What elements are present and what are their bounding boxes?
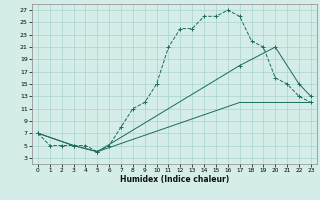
X-axis label: Humidex (Indice chaleur): Humidex (Indice chaleur) [120,175,229,184]
